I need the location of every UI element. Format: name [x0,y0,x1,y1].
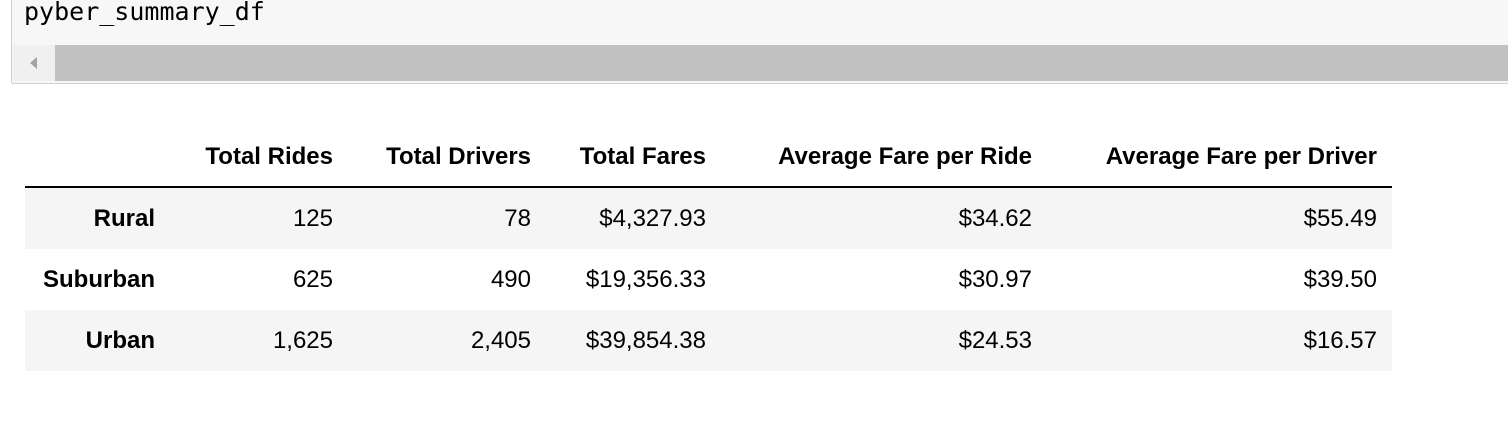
column-header: Total Drivers [348,127,546,188]
table-cell: $39.50 [1303,265,1377,293]
code-cell[interactable]: pyber_summary_df [11,0,1508,84]
table-cell: 1,625 [272,326,333,354]
dataframe-table: Total Rides Total Drivers Total Fares Av… [25,127,1392,371]
column-header: Total Rides [170,127,348,188]
row-index-label: Urban [85,326,155,354]
row-index-label: Rural [93,204,155,232]
index-header [25,127,170,188]
table-cell: 625 [292,265,333,293]
table-cell: $34.62 [958,204,1032,232]
table-row: Rural 125 78 $4,327.93 $34.62 $55.49 [25,187,1392,249]
table-row: Urban 1,625 2,405 $39,854.38 $24.53 $16.… [25,310,1392,371]
code-line[interactable]: pyber_summary_df [24,0,265,26]
table-cell: $55.49 [1303,204,1377,232]
table-cell: 490 [490,265,531,293]
scroll-left-arrow-icon [30,57,37,69]
table-cell: $4,327.93 [599,204,706,232]
horizontal-scrollbar[interactable] [13,45,1508,81]
table-cell: $16.57 [1303,326,1377,354]
row-index-label: Suburban [43,265,155,293]
table-cell: $39,854.38 [585,326,706,354]
table-cell: $19,356.33 [585,265,706,293]
column-header: Average Fare per Driver [1047,127,1392,188]
table-cell: $30.97 [958,265,1032,293]
table-row: Suburban 625 490 $19,356.33 $30.97 $39.5… [25,249,1392,310]
table-cell: 2,405 [470,326,531,354]
header-row: Total Rides Total Drivers Total Fares Av… [25,127,1392,188]
scroll-left-button[interactable] [13,45,53,81]
table-cell: 78 [504,204,531,232]
table-cell: $24.53 [958,326,1032,354]
scrollbar-thumb[interactable] [55,45,1508,81]
column-header: Total Fares [546,127,721,188]
column-header: Average Fare per Ride [721,127,1047,188]
table-cell: 125 [292,204,333,232]
